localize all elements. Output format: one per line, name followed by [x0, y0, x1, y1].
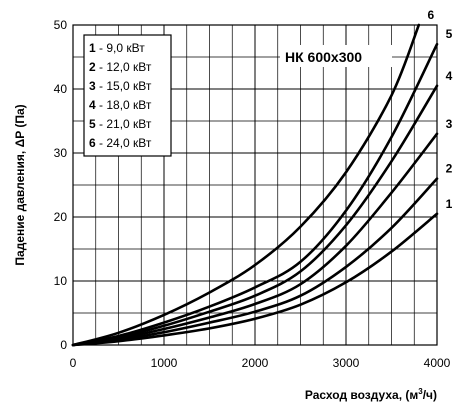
series-line-4 — [71, 84, 439, 347]
legend-item-1: 1 - 9,0 кВт — [89, 41, 145, 55]
x-axis-label: Расход воздуха, (м3/ч) — [305, 387, 437, 402]
y-tick-label: 40 — [54, 82, 68, 96]
y-axis-label: Падение давления, ΔP (Па) — [13, 104, 27, 265]
plot-frame — [72, 24, 438, 346]
y-tick-label: 0 — [60, 338, 67, 352]
curves — [71, 23, 439, 347]
x-tick-label: 3000 — [333, 356, 360, 370]
series-label-3: 3 — [446, 117, 453, 131]
legend-item-4: 4 - 18,0 кВт — [89, 98, 152, 112]
y-tick-label: 30 — [54, 146, 68, 160]
y-tick-label: 20 — [54, 210, 68, 224]
series-line-2 — [71, 177, 439, 347]
series-label-6: 6 — [427, 8, 434, 22]
y-tick-label: 10 — [54, 274, 68, 288]
x-tick-label: 4000 — [424, 356, 451, 370]
x-tick-label: 1000 — [151, 356, 178, 370]
x-tick-label: 2000 — [242, 356, 269, 370]
legend: 1 - 9,0 кВт 2 - 12,0 кВт 3 - 15,0 кВт 4 - 1… — [83, 34, 172, 157]
legend-item-5: 5 - 21,0 кВт — [89, 117, 152, 131]
series-label-5: 5 — [446, 27, 453, 41]
legend-box — [83, 34, 172, 157]
curve-labels: 1 2 3 4 56 — [427, 8, 452, 211]
model-label-box — [280, 45, 392, 67]
series-label-4: 4 — [446, 69, 453, 83]
y-tick-label: 50 — [54, 18, 68, 32]
y-tick-labels: 0 10 20 30 40 50 — [54, 18, 68, 352]
legend-item-6: 6 - 24,0 кВт — [89, 136, 152, 150]
series-line-5 — [71, 42, 439, 347]
legend-item-2: 2 - 12,0 кВт — [89, 60, 152, 74]
model-label: НК 600х300 — [285, 49, 362, 65]
series-label-2: 2 — [446, 162, 453, 176]
series-line-6 — [71, 23, 421, 347]
series-line-1 — [71, 212, 439, 347]
series-label-1: 1 — [446, 197, 453, 211]
x-tick-labels: 0 1000 2000 3000 4000 — [70, 356, 451, 370]
series-line-3 — [71, 132, 439, 347]
x-tick-label: 0 — [70, 356, 77, 370]
legend-item-3: 3 - 15,0 кВт — [89, 79, 152, 93]
grid — [73, 25, 437, 345]
